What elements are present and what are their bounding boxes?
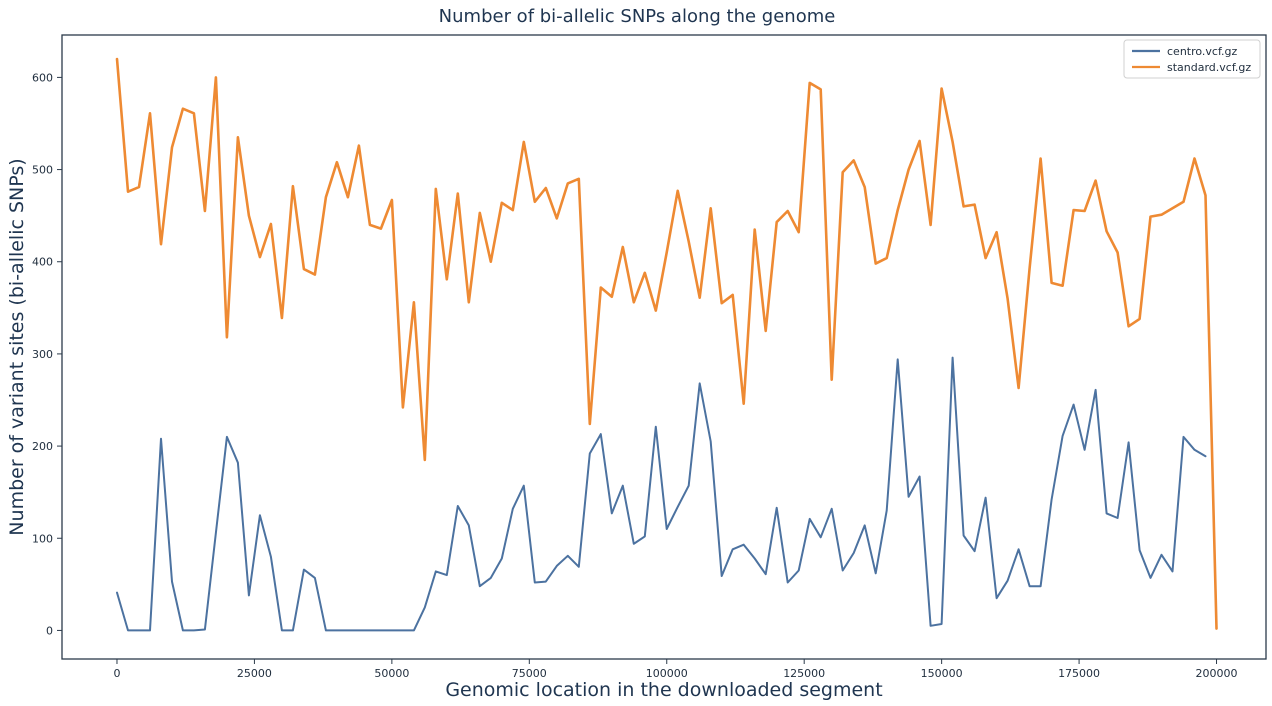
chart-title: Number of bi-allelic SNPs along the geno… — [439, 6, 836, 27]
x-axis-ticks: 0 25000 50000 75000 100000 125000 150000 175000… — [113, 659, 1238, 680]
plot-area-frame — [61, 34, 1267, 660]
x-tick-label: 75000 — [512, 667, 547, 680]
y-tick-label: 100 — [32, 532, 53, 545]
legend-label: standard.vcf.gz — [1167, 61, 1251, 74]
x-tick-label: 175000 — [1058, 667, 1100, 680]
y-axis-title: Number of variant sites (bi-allelic SNPs… — [6, 158, 28, 535]
x-tick-label: 125000 — [783, 667, 825, 680]
legend-label: centro.vcf.gz — [1167, 45, 1238, 58]
y-tick-label: 0 — [46, 624, 53, 637]
y-tick-label: 500 — [32, 164, 53, 177]
series-line-0 — [116, 356, 1207, 632]
y-axis-ticks: 0 100 200 300 400 500 600 — [32, 71, 62, 637]
x-tick-label: 150000 — [921, 667, 963, 680]
y-tick-label: 400 — [32, 256, 53, 269]
y-tick-label: 600 — [32, 71, 53, 84]
y-tick-label: 200 — [32, 440, 53, 453]
x-tick-label: 100000 — [646, 667, 688, 680]
legend-box — [1123, 39, 1261, 79]
x-tick-label: 0 — [113, 667, 120, 680]
x-axis-title: Genomic location in the downloaded segme… — [445, 679, 882, 701]
x-tick-label: 200000 — [1196, 667, 1238, 680]
y-tick-label: 300 — [32, 348, 53, 361]
legend: centro.vcf.gz standard.vcf.gz — [1123, 39, 1261, 79]
x-tick-label: 50000 — [374, 667, 409, 680]
x-tick-label: 25000 — [237, 667, 272, 680]
series-line-1 — [115, 57, 1218, 630]
series-layer — [115, 57, 1218, 632]
